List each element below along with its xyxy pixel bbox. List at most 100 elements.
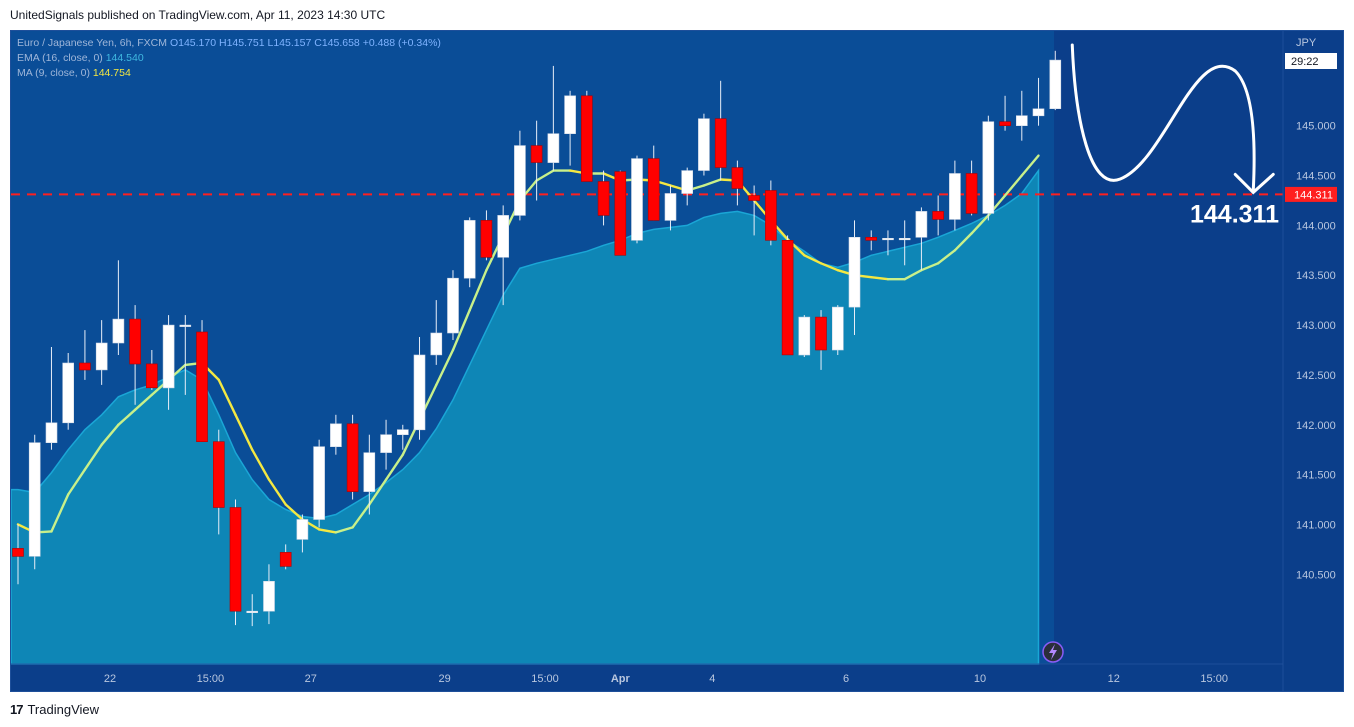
candle	[146, 350, 158, 390]
y-tick-label: 144.500	[1296, 171, 1336, 183]
legend-ema-row[interactable]: EMA (16, close, 0) 144.540	[17, 51, 441, 66]
bear-candle-body	[765, 190, 777, 241]
bull-candle-body	[831, 306, 844, 351]
footer-brand[interactable]: 17 TradingView	[10, 702, 99, 717]
ma-line-segment	[133, 393, 154, 411]
bull-candle-body	[62, 362, 75, 424]
candle	[530, 120, 543, 201]
low-value: 145.157	[273, 37, 312, 49]
ema-value: 144.540	[105, 52, 144, 64]
x-tick-label: 10	[974, 673, 986, 685]
candle	[363, 434, 376, 515]
bear-candle-body	[748, 195, 760, 201]
bull-candle-body	[430, 332, 443, 356]
candle	[564, 90, 576, 166]
bear-candle-body	[146, 363, 158, 389]
candle	[614, 170, 627, 256]
bear-candle-body	[480, 220, 493, 258]
candle	[781, 235, 794, 356]
bull-candle-body	[564, 95, 576, 135]
bull-candle-body	[296, 519, 309, 540]
ma-line-segment	[819, 262, 839, 272]
bull-candle-body	[1032, 108, 1045, 117]
level-annotation-text: 144.311	[1190, 200, 1279, 228]
ma-line-segment	[1020, 154, 1040, 177]
bear-candle-body	[12, 548, 24, 557]
bear-candle-body	[213, 441, 225, 508]
ma-line-segment	[936, 249, 957, 265]
ma-label: MA (9, close, 0)	[17, 67, 90, 79]
candle	[798, 315, 811, 357]
open-value: 145.170	[178, 37, 217, 49]
x-tick-label: 4	[709, 673, 715, 685]
bull-candle-body	[413, 354, 426, 431]
price-chart[interactable]: 144.311 22 15:00 27 29 15:00 Apr 4 6 10 12 15:00 1…	[11, 31, 1343, 691]
candle	[28, 434, 41, 570]
candle	[12, 524, 24, 585]
bear-candle-body	[196, 331, 208, 442]
bear-candle-body	[865, 237, 878, 241]
bear-candle-body	[932, 211, 944, 220]
ma-line-segment	[117, 408, 137, 426]
y-tick-label: 142.500	[1296, 370, 1336, 382]
bear-candle-body	[530, 145, 543, 163]
x-tick-label: 27	[305, 673, 317, 685]
bull-candle-body	[263, 580, 275, 612]
candle	[965, 160, 978, 216]
bull-candle-body	[514, 145, 526, 216]
candle	[162, 315, 175, 410]
candle	[380, 419, 392, 470]
bear-candle-body	[129, 318, 141, 365]
level-price-tag	[1285, 186, 1337, 202]
legend-ma-row[interactable]: MA (9, close, 0) 144.754	[17, 66, 441, 81]
candle	[831, 305, 844, 355]
y-tick-label: 142.000	[1296, 420, 1336, 432]
arrowhead-icon	[1233, 172, 1275, 195]
ma-line-segment	[970, 214, 990, 235]
ma-line-segment	[67, 468, 87, 496]
ma-line-segment	[468, 268, 488, 312]
bear-candle-body	[229, 507, 242, 612]
ma-line-segment	[351, 503, 371, 529]
ma-line-segment	[284, 503, 304, 521]
ma-value: 144.754	[92, 67, 131, 79]
ma-line-segment	[920, 262, 940, 272]
bear-candle-body	[815, 316, 827, 351]
candle	[62, 353, 75, 430]
bull-candle-body	[949, 173, 961, 220]
bear-candle-body	[597, 181, 610, 216]
bull-candle-body	[447, 277, 459, 334]
ma-line-segment	[953, 232, 973, 252]
bear-candle-body	[647, 158, 660, 221]
ma-line-segment	[702, 178, 722, 187]
bull-candle-body	[631, 158, 643, 241]
candle	[765, 180, 777, 246]
candle	[865, 230, 878, 251]
bull-candle-body	[497, 215, 510, 258]
bull-candle-body	[982, 121, 995, 214]
bear-candle-body	[965, 173, 978, 214]
open-label: O	[169, 37, 179, 49]
candle	[681, 167, 694, 206]
ma-line-segment	[368, 478, 388, 506]
x-tick-label: 22	[104, 673, 116, 685]
bear-candle-body	[714, 118, 727, 168]
candle	[514, 130, 526, 221]
bull-candle-body	[162, 324, 175, 389]
x-tick-label: 12	[1108, 673, 1120, 685]
replay-button[interactable]	[1042, 641, 1064, 663]
bull-candle-body	[463, 220, 476, 279]
bull-candle-body	[313, 446, 325, 520]
legend-symbol-row[interactable]: Euro / Japanese Yen, 6h, FXCM O145.170 H…	[17, 36, 441, 51]
chart-panel[interactable]: 144.311 22 15:00 27 29 15:00 Apr 4 6 10 12 15:00 1…	[10, 30, 1344, 692]
ma-line-segment	[267, 478, 287, 506]
candle	[112, 260, 125, 355]
publication-header: UnitedSignals published on TradingView.c…	[10, 8, 386, 22]
y-tick-label: 143.500	[1296, 270, 1336, 282]
candle	[815, 310, 827, 370]
candle	[999, 95, 1011, 131]
bull-candle-body	[848, 237, 861, 308]
level-price-tag-text: 144.311	[1294, 189, 1333, 201]
candle	[982, 115, 995, 221]
candle	[330, 414, 342, 455]
